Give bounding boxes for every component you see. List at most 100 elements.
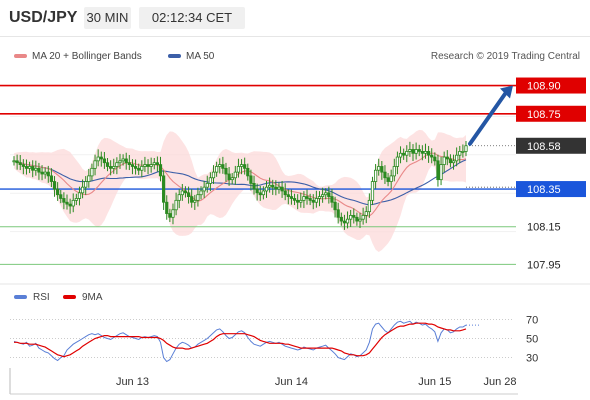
candle-body: [140, 166, 144, 171]
candle-body: [420, 151, 424, 154]
candle-body: [239, 164, 244, 167]
candle-body: [105, 162, 110, 167]
candle-body: [355, 216, 359, 222]
candle-body: [268, 184, 272, 188]
candle-body: [345, 218, 350, 224]
candle-body: [392, 166, 396, 177]
candle-body: [274, 186, 278, 190]
candle-body: [286, 194, 290, 197]
candle-body: [414, 149, 418, 154]
candles: [12, 141, 468, 230]
candle-body: [124, 158, 128, 164]
ma50-swatch: [168, 54, 181, 59]
candle-body: [389, 175, 393, 182]
candle-body: [327, 192, 331, 197]
candle-body: [62, 198, 66, 203]
candle-body: [430, 154, 434, 158]
candle-body: [461, 151, 465, 153]
rsi-ma-swatch: [63, 295, 76, 300]
rsi-lines: [13, 320, 480, 363]
legend-ma20: MA 20 + Bollinger Bands: [14, 51, 142, 62]
candle-body: [152, 162, 156, 165]
candle-body: [149, 164, 153, 167]
candle-body: [246, 167, 250, 177]
candle-body: [49, 175, 54, 182]
candle-body: [80, 186, 85, 194]
level-label-support: 108.15: [527, 222, 561, 234]
candle-body: [193, 199, 197, 203]
rsi-label: RSI: [33, 292, 50, 303]
header-divider: [0, 36, 590, 37]
x-tick-label: Jun 28: [483, 376, 516, 388]
candle-body: [451, 160, 456, 164]
x-tick-label: Jun 14: [275, 376, 308, 388]
candle-body: [249, 175, 253, 184]
candle-body: [15, 160, 19, 164]
candle-body: [442, 156, 446, 165]
candle-body: [445, 156, 449, 160]
candle-body: [364, 211, 368, 216]
candle-body: [373, 169, 378, 182]
candle-body: [367, 199, 371, 213]
candle-body: [215, 166, 219, 173]
level-label-bg: [516, 105, 586, 122]
candle-body: [130, 164, 135, 167]
candle-body: [305, 196, 309, 199]
candle-body: [211, 171, 216, 179]
ma20-swatch: [14, 54, 27, 59]
candle-body: [40, 171, 44, 175]
candle-body: [171, 209, 175, 218]
candle-body: [21, 164, 25, 167]
candle-body: [180, 190, 184, 196]
candle-body: [243, 164, 247, 169]
time-label: 02:12:34 CET: [139, 7, 245, 29]
level-label-last: 108.58: [527, 141, 561, 153]
candle-body: [43, 171, 47, 175]
rsi-path: [13, 320, 467, 363]
candle-body: [227, 173, 231, 181]
candle-body: [155, 162, 159, 165]
candle-body: [162, 175, 166, 203]
candle-body: [99, 156, 103, 160]
candle-body: [458, 151, 462, 156]
candle-body: [317, 196, 322, 199]
candle-body: [292, 198, 297, 201]
candle-body: [417, 149, 421, 152]
x-axis: Jun 13 Jun 14 Jun 15 Jun 28: [9, 368, 518, 395]
candle-body: [74, 198, 78, 201]
candle-body: [349, 215, 353, 220]
candle-body: [12, 160, 16, 163]
candle-body: [296, 199, 300, 203]
candle-body: [352, 215, 356, 218]
candle-body: [31, 166, 35, 171]
timeframe-selector[interactable]: 30 MIN: [84, 7, 131, 29]
candle-body: [436, 160, 440, 181]
candle-body: [255, 188, 259, 194]
forecast-arrow-head: [500, 85, 513, 99]
candle-body: [183, 190, 188, 194]
candle-body: [168, 213, 172, 218]
level-label-bg: [516, 181, 586, 198]
candle-body: [283, 190, 287, 196]
candle-body: [37, 167, 41, 173]
x-tick-label: Jun 13: [116, 376, 149, 388]
candle-body: [112, 166, 116, 169]
candle-body: [146, 164, 150, 167]
candle-body: [405, 151, 409, 156]
candle-body: [380, 166, 384, 173]
candle-body: [464, 145, 468, 152]
candle-body: [289, 196, 294, 199]
candle-body: [361, 215, 365, 220]
candle-body: [314, 198, 318, 203]
candle-body: [299, 199, 303, 203]
rsi-ma-label: 9MA: [82, 292, 103, 303]
candle-body: [236, 166, 241, 173]
rsi-swatch: [14, 295, 27, 300]
level-label-support: 107.95: [527, 259, 561, 271]
forecast-arrow-shaft: [468, 90, 508, 146]
candle-body: [196, 194, 200, 201]
candle-body: [24, 166, 29, 169]
level-label-pivot: 108.35: [527, 184, 561, 196]
candle-body: [115, 162, 119, 167]
